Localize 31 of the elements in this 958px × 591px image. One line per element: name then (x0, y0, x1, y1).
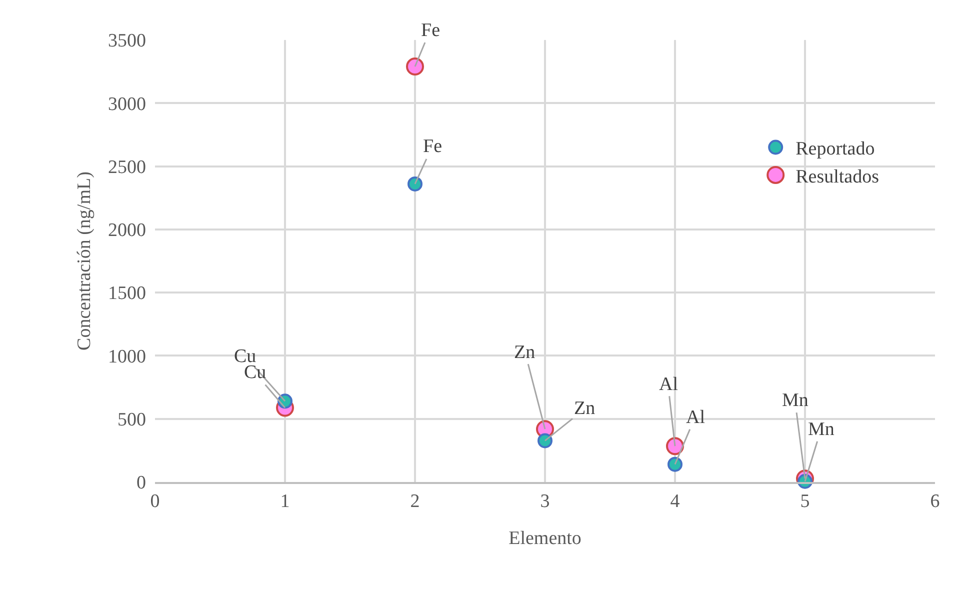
x-tick-label: 5 (800, 490, 810, 512)
annotation: Al (686, 407, 705, 428)
x-tick-label: 4 (670, 490, 680, 512)
y-tick-label: 3000 (108, 94, 146, 115)
y-tick-label: 2500 (108, 156, 146, 178)
x-tick-label: 3 (540, 490, 550, 512)
point (538, 433, 552, 448)
y-tick-label: 1500 (108, 283, 146, 304)
x-tick-label: 6 (930, 490, 940, 512)
point (668, 456, 682, 472)
legend-label: Resultados (796, 166, 879, 188)
x-axis-title: Elemento (508, 528, 582, 550)
point (408, 176, 422, 192)
y-axis-title: Concentración (ng/mL) (74, 172, 95, 350)
x-tick-label: 0 (150, 490, 160, 512)
annotation: Mn (808, 419, 835, 440)
y-tick-label: 0 (136, 472, 146, 494)
y-tick-label: 500 (118, 410, 146, 431)
y-tick-label: 2000 (108, 220, 146, 242)
y-tick-label: 3500 (108, 30, 146, 52)
annotation: Al (659, 374, 678, 395)
annotation: Fe (421, 20, 440, 41)
annotation: Zn (514, 342, 536, 363)
annotation: Fe (423, 136, 442, 157)
legend-label: Reportado (796, 138, 875, 160)
annotation: Zn (574, 398, 596, 419)
y-tick-label: 1000 (108, 346, 146, 368)
x-tick-label: 2 (410, 490, 420, 512)
annotation: Mn (782, 390, 809, 411)
point (406, 58, 424, 76)
x-tick-label: 1 (280, 490, 290, 512)
